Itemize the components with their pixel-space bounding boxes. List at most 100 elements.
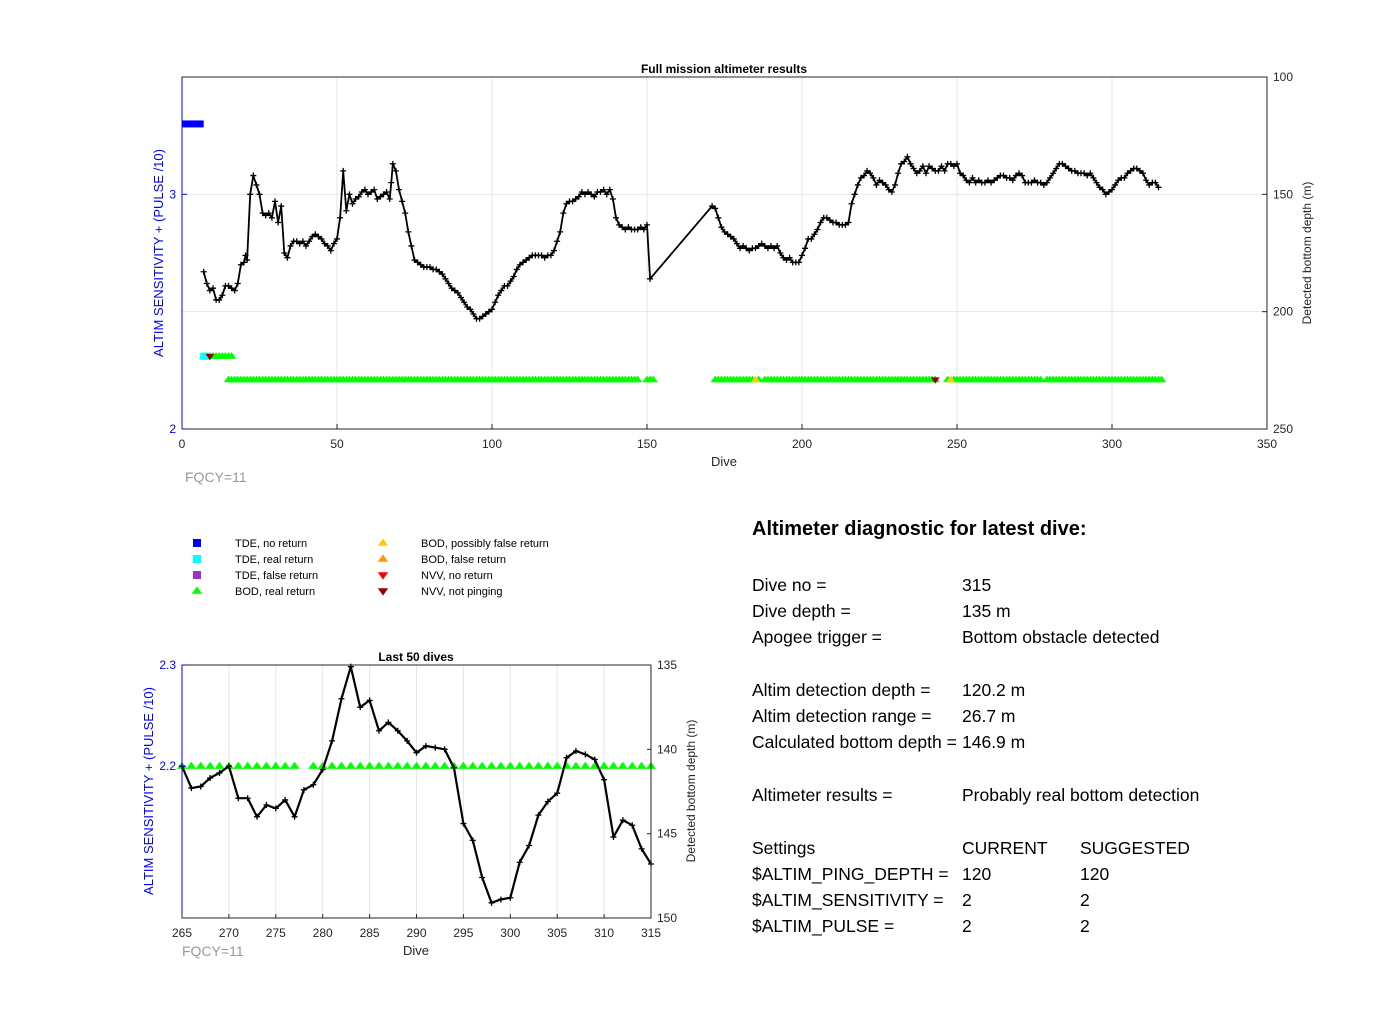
small-left-tick-label: 2.3 xyxy=(159,658,176,672)
main-depth-point xyxy=(454,289,461,296)
main-depth-point xyxy=(882,181,889,188)
main-depth-point xyxy=(1006,174,1013,181)
main-x-axis-label: Dive xyxy=(711,454,737,469)
main-depth-point xyxy=(388,179,395,186)
bod-real-return-marker xyxy=(205,761,216,769)
main-depth-point xyxy=(808,235,815,242)
small-depth-point xyxy=(310,781,317,788)
main-depth-point xyxy=(476,315,483,322)
main-depth-point xyxy=(783,257,790,264)
small-depth-point xyxy=(432,744,439,751)
diag-value: 315 xyxy=(962,575,992,595)
main-depth-point xyxy=(857,174,864,181)
main-depth-point xyxy=(343,207,350,214)
bod-real-return-marker xyxy=(570,761,581,769)
legend-label: NVV, no return xyxy=(421,570,493,582)
bod-real-return-marker xyxy=(280,761,291,769)
small-depth-point xyxy=(300,786,307,793)
main-depth-point xyxy=(950,163,957,170)
small-x-axis-label: Dive xyxy=(403,943,429,958)
main-x-tick-label: 100 xyxy=(482,437,502,451)
main-depth-point xyxy=(799,252,805,259)
small-depth-point xyxy=(291,813,298,820)
small-x-tick-label: 270 xyxy=(219,926,239,940)
main-depth-point xyxy=(355,193,362,200)
small-depth-point xyxy=(629,822,636,829)
main-depth-point xyxy=(414,259,421,266)
main-depth-point xyxy=(1143,177,1150,184)
small-depth-point xyxy=(188,785,195,792)
small-depth-point xyxy=(638,845,645,852)
legend-label: BOD, real return xyxy=(235,586,315,598)
main-depth-point xyxy=(777,250,784,256)
main-depth-point xyxy=(1105,188,1112,195)
bod-real-return-marker xyxy=(430,761,441,769)
small-depth-point xyxy=(451,764,458,771)
main-depth-point xyxy=(210,285,216,292)
main-right-tick-label: 150 xyxy=(1273,187,1293,201)
main-left-tick-label: 3 xyxy=(169,187,176,201)
setting-name: $ALTIM_SENSITIVITY = xyxy=(752,890,944,910)
main-depth-point xyxy=(771,245,778,252)
main-depth-point xyxy=(411,257,418,264)
setting-suggested: 2 xyxy=(1080,916,1090,936)
main-depth-point xyxy=(873,181,880,188)
main-depth-point xyxy=(954,160,960,167)
main-depth-point xyxy=(768,242,774,249)
main-depth-point xyxy=(582,191,588,198)
bod-real-return-marker xyxy=(580,761,591,769)
diag-value: 146.9 m xyxy=(962,732,1026,752)
main-depth-point xyxy=(975,177,982,184)
main-depth-point xyxy=(957,170,964,177)
main-depth-point xyxy=(969,174,976,181)
main-depth-point xyxy=(1037,179,1044,186)
settings-header-label: Settings xyxy=(752,838,816,858)
main-depth-point xyxy=(352,196,359,203)
small-depth-point xyxy=(254,813,261,820)
bod-real-return-marker xyxy=(420,761,431,769)
small-y-ticks: 2.2 2.3 135 140 145 150 xyxy=(159,658,677,925)
bod-real-return-marker xyxy=(411,761,422,769)
small-depth-point xyxy=(272,805,279,812)
main-depth-point xyxy=(963,177,970,184)
main-depth-point xyxy=(960,172,967,179)
main-depth-point xyxy=(1133,165,1140,172)
main-depth-line xyxy=(200,153,1162,322)
setting-current: 2 xyxy=(962,916,972,936)
main-depth-point xyxy=(216,296,223,303)
main-grid xyxy=(182,77,1267,429)
main-depth-point xyxy=(324,242,331,249)
small-depth-point xyxy=(516,859,523,866)
diag-label: Altim detection depth = xyxy=(752,680,931,700)
main-depth-point xyxy=(507,278,514,285)
main-depth-point xyxy=(337,214,344,221)
main-x-ticks: 0 50 100 150 200 250 300 350 xyxy=(179,424,1277,451)
main-depth-point xyxy=(386,196,393,203)
main-x-tick-label: 350 xyxy=(1257,437,1277,451)
bod-real-return-marker xyxy=(1157,375,1167,383)
main-y-ticks: 2 3 100 150 200 250 xyxy=(169,70,1293,436)
bod-real-return-marker xyxy=(627,761,638,769)
bod-real-return-marker xyxy=(373,761,384,769)
main-depth-point xyxy=(761,242,768,249)
bod-real-return-marker xyxy=(289,761,300,769)
main-depth-point xyxy=(585,188,592,195)
bod-real-return-marker xyxy=(327,761,338,769)
legend-label: NVV, not pinging xyxy=(421,586,503,598)
main-depth-point xyxy=(637,224,644,231)
small-depth-point xyxy=(357,704,364,711)
main-depth-point xyxy=(551,247,557,254)
bod-real-return-marker xyxy=(195,761,206,769)
settings-header-suggested: SUGGESTED xyxy=(1080,838,1190,858)
small-chart: 265 270 275 280 285 290 295 300 305 310 315 2.2 2.3… xyxy=(141,650,698,959)
main-depth-point xyxy=(554,238,561,245)
main-depth-point xyxy=(1115,177,1122,184)
main-depth-point xyxy=(578,188,585,195)
main-right-axis-label: Detected bottom depth (m) xyxy=(1300,182,1314,325)
main-depth-point xyxy=(309,233,316,240)
main-depth-point xyxy=(467,306,474,313)
main-depth-point xyxy=(926,163,933,170)
bod-real-return-marker xyxy=(505,761,516,769)
main-depth-point xyxy=(482,311,489,318)
